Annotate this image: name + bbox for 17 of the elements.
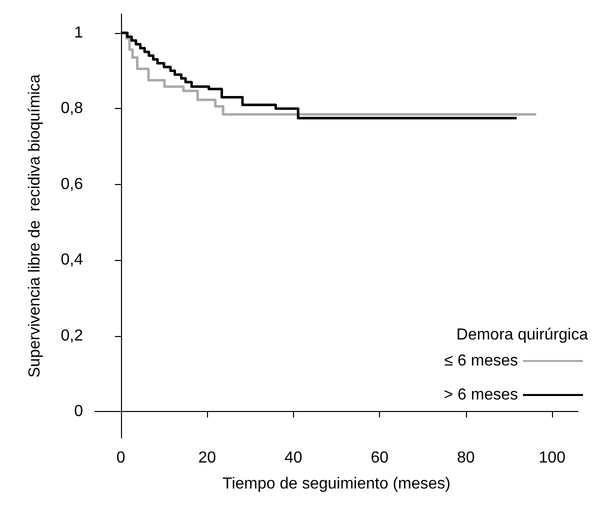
legend-label: ≤ 6 meses <box>444 352 518 370</box>
x-tick-label: 40 <box>284 450 302 466</box>
x-tick-label: 80 <box>456 450 475 466</box>
y-tick-label: 0,8 <box>60 100 84 118</box>
y-tick-label: 0,6 <box>60 176 84 193</box>
x-tick-label: 0 <box>116 450 126 466</box>
y-tick-label: 0,4 <box>60 252 84 269</box>
y-tick-label: 0 <box>74 403 84 420</box>
x-tick-label: 20 <box>198 450 216 466</box>
y-tick-label: 1 <box>74 24 84 42</box>
y-tick-label: 0,2 <box>60 327 84 344</box>
y-axis-title: Supervivencia libre de recidiva bioquímica <box>26 74 44 378</box>
x-axis-title: Tiempo de seguimiento (meses) <box>222 476 450 492</box>
x-tick-label: 60 <box>370 450 389 466</box>
legend-label: > 6 meses <box>444 386 518 404</box>
x-tick-label: 100 <box>538 450 566 466</box>
legend-title: Demora quirúrgica <box>456 326 588 344</box>
